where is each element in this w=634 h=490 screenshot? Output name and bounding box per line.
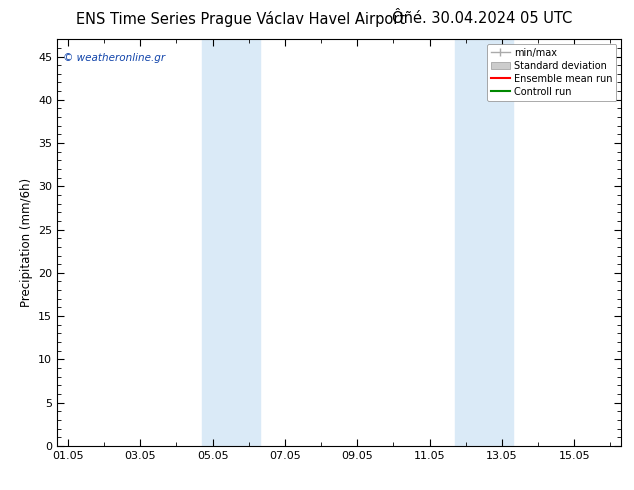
Bar xyxy=(455,39,513,446)
Y-axis label: Precipitation (mm/6h): Precipitation (mm/6h) xyxy=(20,178,32,307)
Text: ENS Time Series Prague Václav Havel Airport: ENS Time Series Prague Václav Havel Airp… xyxy=(76,11,406,27)
Legend: min/max, Standard deviation, Ensemble mean run, Controll run: min/max, Standard deviation, Ensemble me… xyxy=(487,44,616,100)
Text: Ôñé. 30.04.2024 05 UTC: Ôñé. 30.04.2024 05 UTC xyxy=(392,11,572,26)
Bar xyxy=(202,39,259,446)
Text: © weatheronline.gr: © weatheronline.gr xyxy=(63,53,165,63)
